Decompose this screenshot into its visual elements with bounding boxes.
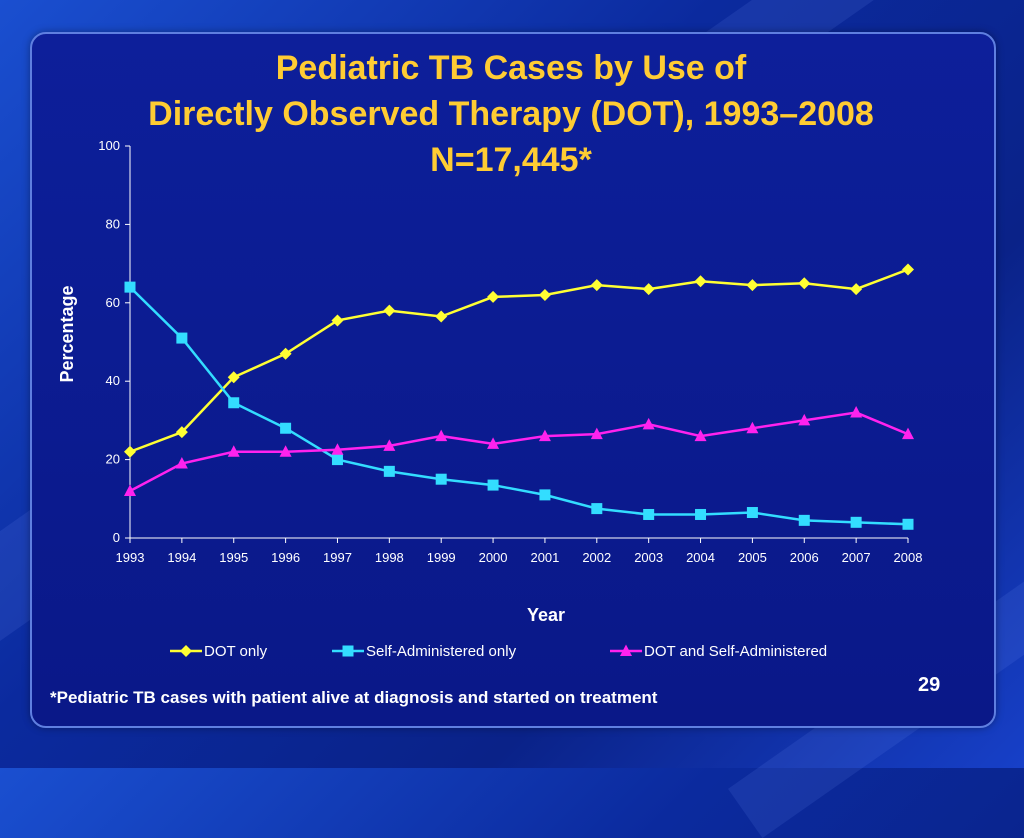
x-axis-title: Year (527, 605, 565, 625)
y-tick-label: 0 (113, 530, 120, 545)
series-line (129, 411, 909, 493)
data-point (279, 445, 292, 457)
chart-ticks: 0 20 40 60 80 100 1993 1994 1995 1996 1997 1998 1999… (98, 138, 922, 565)
data-point (383, 439, 396, 451)
y-tick-label: 100 (98, 138, 120, 153)
data-point (746, 279, 759, 292)
data-point (590, 279, 603, 292)
chart-axes (129, 146, 908, 539)
y-tick-label: 60 (106, 295, 120, 310)
data-point (279, 347, 292, 360)
data-point (902, 263, 914, 276)
data-point (591, 503, 603, 515)
data-point (280, 422, 292, 434)
data-point (746, 507, 758, 519)
data-point (590, 427, 603, 440)
x-tick-label: 2004 (686, 550, 715, 565)
x-tick-label: 2006 (790, 550, 819, 565)
legend-item: DOT only (170, 643, 268, 660)
data-point (902, 518, 914, 530)
slide-panel (30, 32, 996, 728)
legend-label: DOT and Self-Administered (644, 643, 827, 660)
data-point (487, 437, 500, 449)
series-1 (124, 281, 914, 530)
data-point (175, 457, 188, 469)
x-tick-label: 1996 (271, 550, 300, 565)
data-point (850, 283, 863, 296)
chart-series (124, 263, 914, 530)
data-point (124, 445, 136, 458)
x-tick-label: 2008 (894, 550, 923, 565)
y-axis-title: Percentage (57, 285, 77, 382)
series-line (129, 286, 909, 526)
data-point (435, 473, 447, 485)
data-point (798, 413, 811, 426)
data-point (331, 443, 344, 455)
data-point (124, 484, 136, 496)
data-point (227, 445, 240, 457)
series-0 (124, 263, 914, 458)
chart-legend: DOT only Self-Administered only DOT and Se… (170, 643, 827, 660)
legend-item: DOT and Self-Administered (610, 643, 827, 660)
x-tick-label: 2003 (634, 550, 663, 565)
data-point (642, 283, 655, 296)
data-point (124, 281, 136, 293)
x-tick-label: 1998 (375, 550, 404, 565)
data-point (643, 508, 655, 520)
data-point (694, 275, 707, 288)
data-point (642, 417, 655, 430)
legend-label: Self-Administered only (366, 643, 517, 660)
data-point (850, 516, 862, 528)
data-point (331, 454, 343, 466)
y-tick-label: 40 (106, 373, 120, 388)
legend-marker (342, 645, 354, 657)
data-point (487, 479, 499, 491)
x-tick-label: 2007 (842, 550, 871, 565)
x-tick-label: 2002 (582, 550, 611, 565)
data-point (798, 514, 810, 526)
legend-marker (180, 645, 192, 657)
data-point (850, 406, 863, 418)
x-tick-label: 2000 (479, 550, 508, 565)
data-point (383, 304, 396, 317)
x-tick-label: 2005 (738, 550, 767, 565)
x-tick-label: 1997 (323, 550, 352, 565)
data-point (902, 427, 914, 440)
slide-title-line3: N=17,445* (430, 141, 592, 179)
x-tick-label: 1995 (219, 550, 248, 565)
series-line (129, 268, 909, 453)
slide-title-line1: Pediatric TB Cases by Use of (275, 49, 747, 87)
x-tick-label: 1993 (116, 550, 145, 565)
data-point (746, 421, 759, 434)
data-point (175, 426, 188, 439)
data-point (695, 508, 707, 520)
data-point (331, 314, 344, 327)
data-point (383, 465, 395, 477)
data-point (694, 429, 707, 442)
page-number: 29 (918, 674, 941, 696)
data-point (435, 429, 448, 442)
line-chart: 0 20 40 60 80 100 1993 1994 1995 1996 1997 1998 1999… (57, 138, 922, 660)
data-point (176, 332, 188, 344)
slide-title-line2: Directly Observed Therapy (DOT), 1993–20… (148, 95, 874, 133)
legend-label: DOT only (204, 643, 268, 660)
data-point (228, 397, 240, 409)
data-point (487, 290, 500, 303)
y-tick-label: 20 (106, 452, 120, 467)
footnote: *Pediatric TB cases with patient alive a… (50, 688, 658, 707)
data-point (798, 277, 811, 290)
x-tick-label: 1994 (167, 550, 196, 565)
data-point (227, 371, 240, 384)
data-point (538, 288, 551, 301)
data-point (538, 429, 551, 442)
data-point (435, 310, 448, 323)
y-tick-label: 80 (106, 216, 120, 231)
data-point (539, 489, 551, 501)
x-tick-label: 2001 (530, 550, 559, 565)
legend-item: Self-Administered only (332, 643, 517, 660)
legend-marker (620, 644, 632, 656)
x-tick-label: 1999 (427, 550, 456, 565)
series-2 (124, 406, 914, 496)
